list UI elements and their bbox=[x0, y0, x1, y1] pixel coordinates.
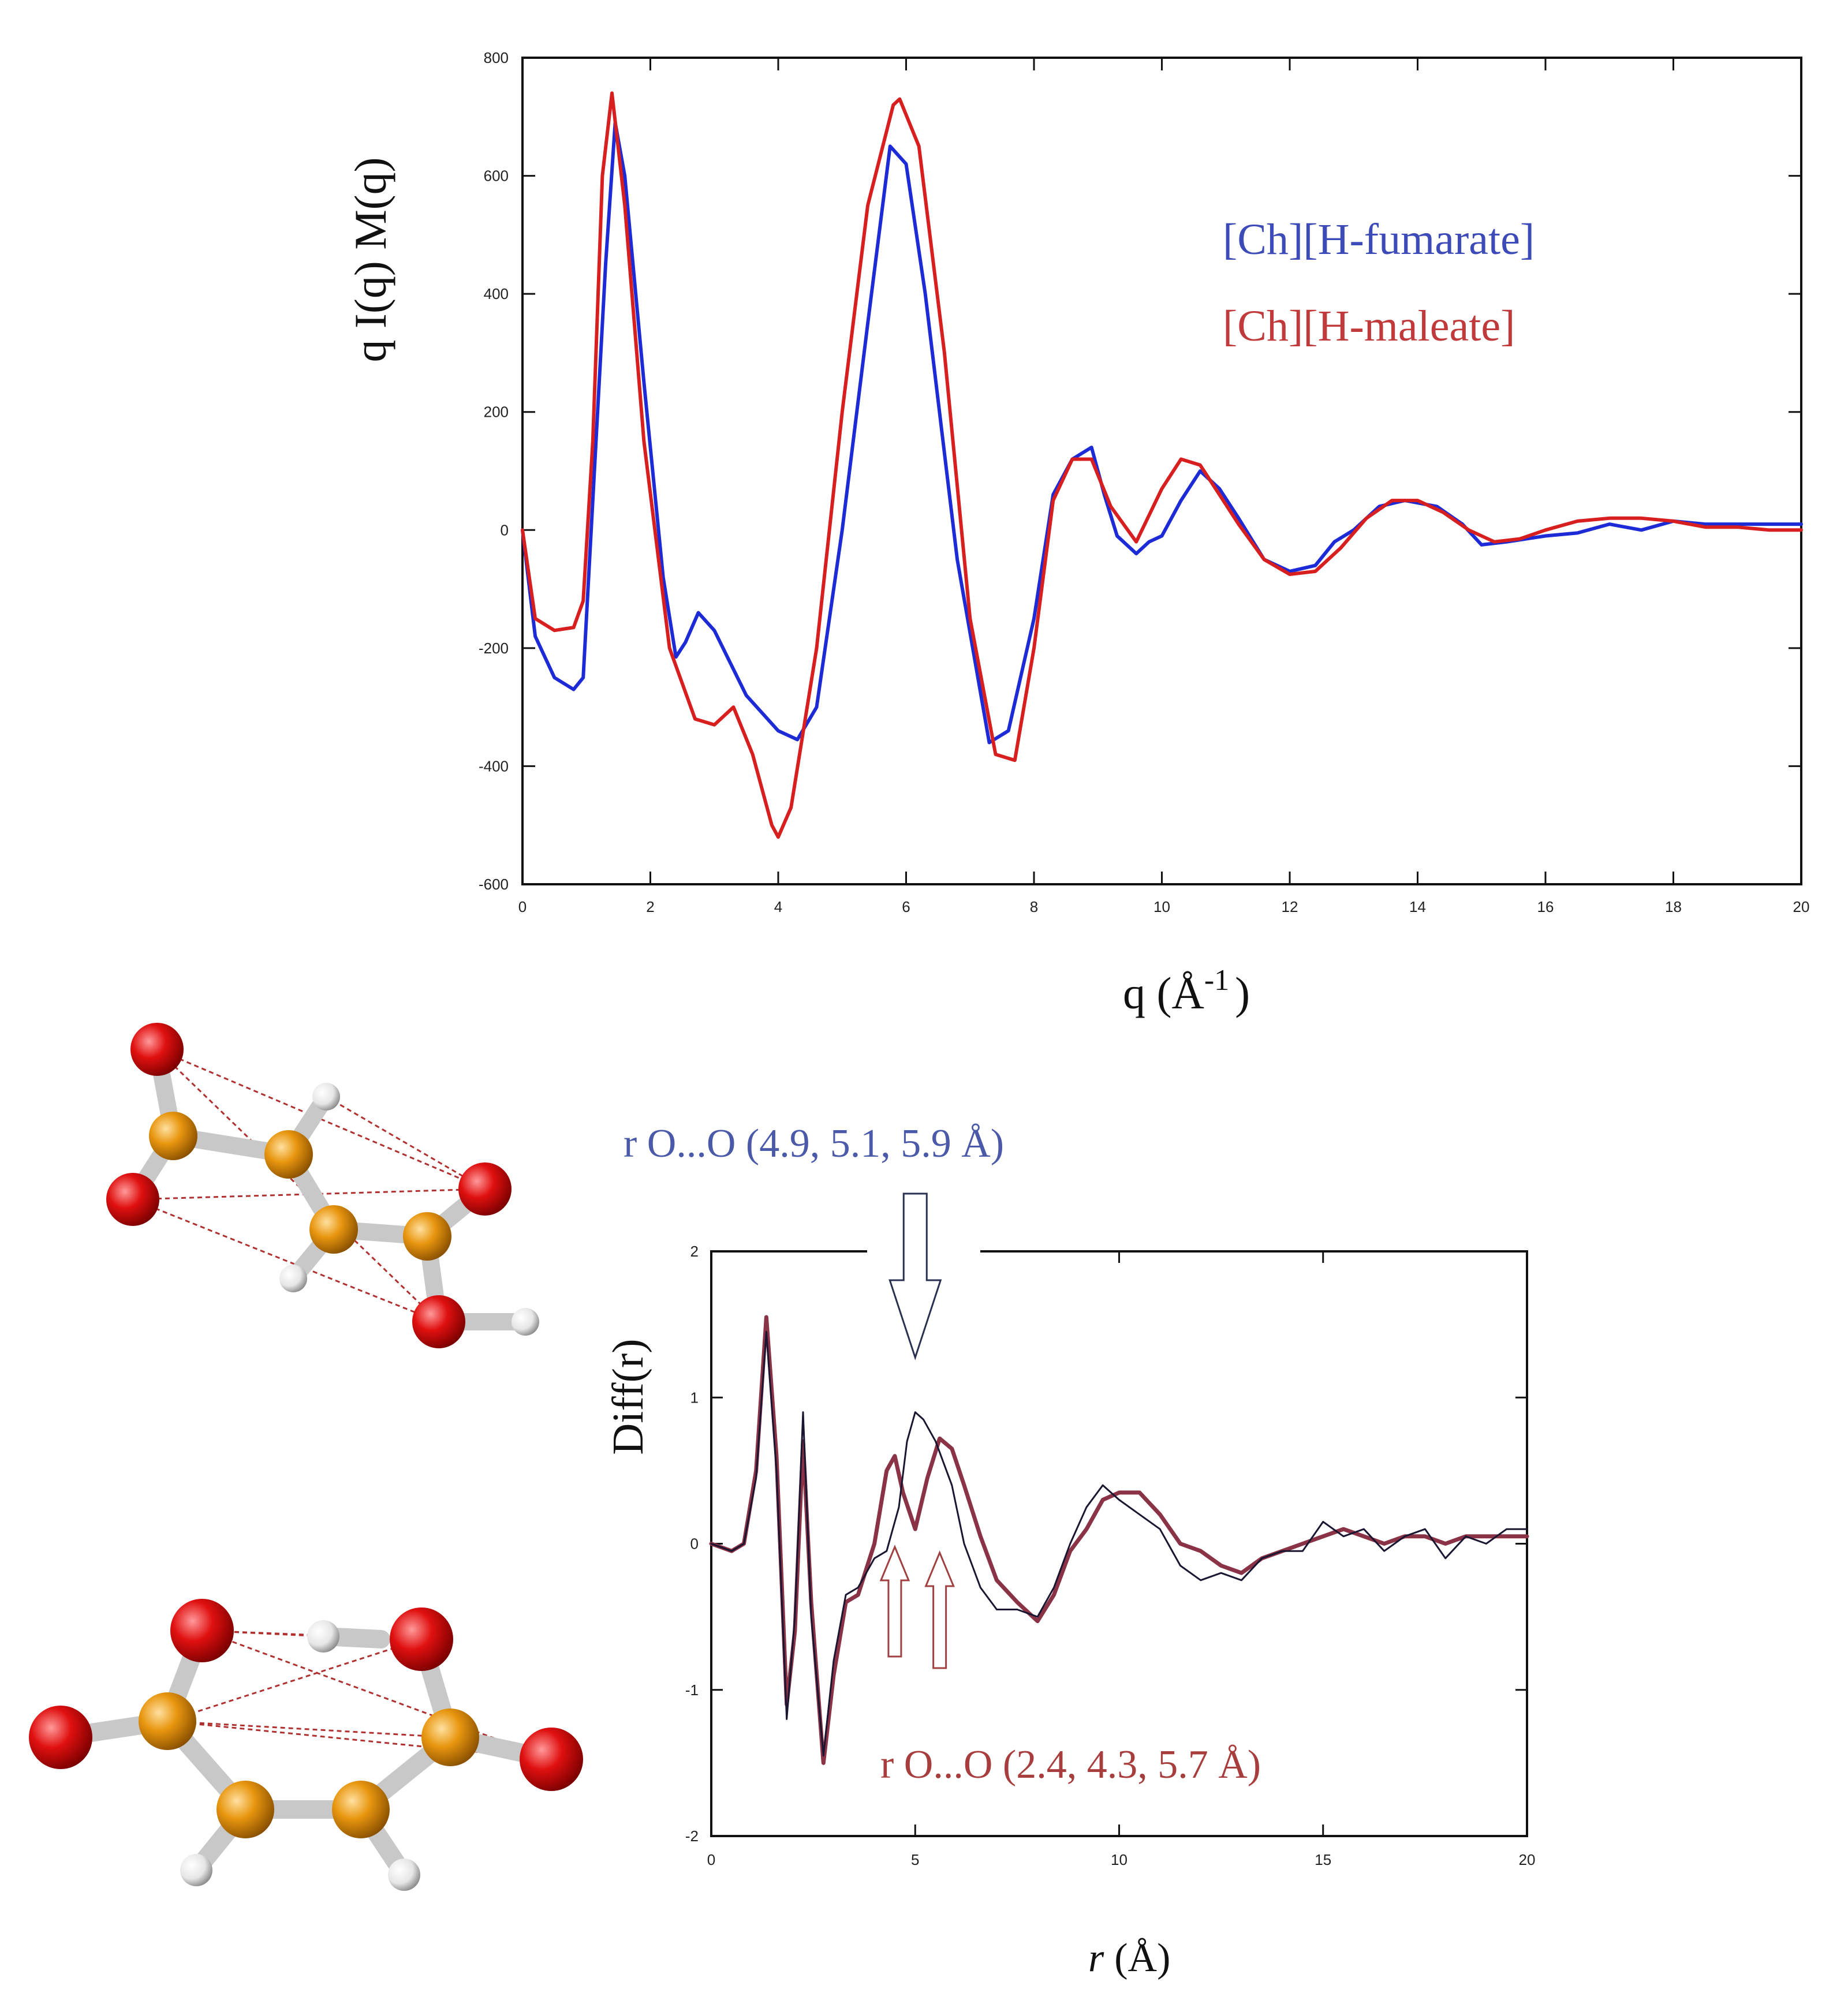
fumarate-molecule bbox=[106, 1023, 539, 1348]
y-tick-label: -400 bbox=[479, 757, 509, 775]
y-tick-label: 800 bbox=[484, 49, 509, 66]
legend-item-fumarate: [Ch][H-fumarate] bbox=[1223, 215, 1535, 264]
chart2-arrows bbox=[879, 1192, 955, 1669]
chart1-y-tick-labels: -600 -400 -200 0 200 400 600 800 bbox=[479, 49, 509, 893]
hydrogen-atom bbox=[512, 1308, 539, 1336]
chart1-ticks bbox=[521, 57, 1802, 885]
hydrogen-atom bbox=[388, 1859, 420, 1891]
annotation-fumarate: r O...O (4.9, 5.1, 5.9 Å) bbox=[624, 1121, 1004, 1166]
chart2-x-axis-title: r (Å) bbox=[1088, 1936, 1170, 1980]
y-tick-label: 2 bbox=[690, 1243, 699, 1260]
x-tick-label: 6 bbox=[902, 898, 910, 915]
chart1-x-axis-title-close: ) bbox=[1235, 968, 1250, 1018]
x-tick-label: 15 bbox=[1315, 1851, 1331, 1868]
chart1-x-axis-title: q (Å-1) bbox=[1123, 964, 1250, 1018]
x-tick-label: 0 bbox=[518, 898, 527, 915]
oxygen-atom bbox=[390, 1607, 453, 1671]
x-tick-label: 2 bbox=[646, 898, 654, 915]
annotation-maleate: r O...O (2.4, 4.3, 5.7 Å) bbox=[880, 1743, 1261, 1787]
y-tick-label: -1 bbox=[685, 1681, 699, 1699]
y-tick-label: -2 bbox=[685, 1827, 699, 1845]
x-tick-label: 4 bbox=[774, 898, 782, 915]
y-tick-label: -600 bbox=[479, 876, 509, 893]
chart2-series bbox=[709, 1315, 1529, 1765]
oxygen-atom bbox=[106, 1173, 159, 1226]
hydrogen-atom bbox=[307, 1620, 339, 1652]
series-line-maleate bbox=[709, 1315, 1529, 1765]
carbon-atom bbox=[403, 1212, 451, 1261]
x-tick-label: 10 bbox=[1153, 898, 1170, 915]
chart1-x-axis-title-main: q (Å bbox=[1123, 968, 1204, 1018]
legend-item-maleate: [Ch][H-maleate] bbox=[1223, 302, 1515, 350]
series-line-maleate bbox=[521, 91, 1803, 839]
y-tick-label: 400 bbox=[484, 285, 509, 302]
oxygen-atom bbox=[412, 1295, 465, 1348]
carbon-atom bbox=[421, 1708, 479, 1766]
hydrogen-atom bbox=[312, 1083, 340, 1111]
x-tick-label: 5 bbox=[911, 1851, 919, 1868]
y-tick-label: 200 bbox=[484, 403, 509, 421]
up-arrow-icon bbox=[924, 1550, 955, 1669]
x-tick-label: 10 bbox=[1111, 1851, 1128, 1868]
hydrogen-atom bbox=[180, 1854, 212, 1886]
up-arrow-icon bbox=[879, 1545, 910, 1658]
maleate-molecule bbox=[29, 1599, 583, 1891]
carbon-atom bbox=[332, 1781, 390, 1838]
y-tick-label: -200 bbox=[479, 640, 509, 657]
x-tick-label: 14 bbox=[1409, 898, 1426, 915]
x-tick-label: 0 bbox=[707, 1851, 715, 1868]
y-tick-label: 1 bbox=[690, 1389, 699, 1406]
y-tick-label: 600 bbox=[484, 167, 509, 185]
y-tick-label: 0 bbox=[501, 521, 509, 539]
x-tick-label: 12 bbox=[1282, 898, 1298, 915]
chart2-y-tick-labels: -2 -1 0 1 2 bbox=[685, 1243, 699, 1845]
carbon-atom bbox=[139, 1692, 196, 1750]
chart1-y-axis-title: q I(q) M(q) bbox=[345, 157, 395, 362]
scattering-chart: 0 2 4 6 8 10 12 14 16 18 20 -600 -400 -200 0 200 400 600… bbox=[345, 49, 1809, 1018]
chart1-x-axis-title-sup: -1 bbox=[1204, 964, 1229, 997]
x-tick-label: 16 bbox=[1537, 898, 1554, 915]
carbon-atom bbox=[264, 1130, 313, 1179]
x-tick-label: 8 bbox=[1030, 898, 1038, 915]
chart2-x-axis-rest: (Å) bbox=[1114, 1936, 1170, 1980]
down-arrow-icon bbox=[888, 1192, 942, 1360]
oxygen-atom bbox=[130, 1023, 184, 1076]
chart1-plot-area bbox=[521, 57, 1802, 885]
chart1-x-tick-labels: 0 2 4 6 8 10 12 14 16 18 20 bbox=[518, 898, 1810, 915]
series-line-fumarate bbox=[710, 1330, 1528, 1757]
series-line-fumarate bbox=[521, 121, 1803, 745]
hydrogen-atom bbox=[279, 1265, 307, 1292]
chart2-y-axis-title: Diff(r) bbox=[604, 1339, 652, 1455]
oxygen-atom bbox=[520, 1728, 583, 1791]
oxygen-atom bbox=[170, 1599, 234, 1662]
y-tick-label: 0 bbox=[690, 1535, 699, 1553]
oxygen-atom bbox=[29, 1706, 92, 1769]
oxygen-atom bbox=[458, 1162, 512, 1216]
diff-chart: 0 5 10 15 20 -2 -1 0 1 2 Diff(r) r (Å) r O...O (4… bbox=[604, 1121, 1535, 1980]
chart2-x-axis-var: r bbox=[1088, 1936, 1104, 1980]
chart2-x-tick-labels: 0 5 10 15 20 bbox=[707, 1851, 1536, 1868]
carbon-atom bbox=[309, 1205, 358, 1254]
chart1-series bbox=[521, 91, 1803, 839]
carbon-atom bbox=[149, 1112, 197, 1160]
x-tick-label: 18 bbox=[1665, 898, 1682, 915]
bonds bbox=[51, 1621, 561, 1884]
x-tick-label: 20 bbox=[1793, 898, 1810, 915]
carbon-atom bbox=[216, 1781, 274, 1838]
x-tick-label: 20 bbox=[1519, 1851, 1536, 1868]
